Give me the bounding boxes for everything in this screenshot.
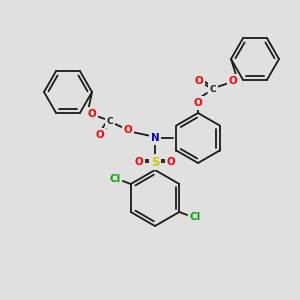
Text: C: C <box>107 118 113 127</box>
Text: O: O <box>135 157 143 167</box>
Text: O: O <box>167 157 176 167</box>
Text: O: O <box>194 98 202 108</box>
Text: O: O <box>88 109 96 119</box>
Text: Cl: Cl <box>190 212 201 222</box>
Text: S: S <box>151 155 159 169</box>
Text: O: O <box>195 76 203 86</box>
Text: O: O <box>124 125 132 135</box>
Text: Cl: Cl <box>109 174 120 184</box>
Text: O: O <box>229 76 237 86</box>
Text: O: O <box>96 130 104 140</box>
Text: N: N <box>151 133 159 143</box>
Text: C: C <box>210 85 216 94</box>
